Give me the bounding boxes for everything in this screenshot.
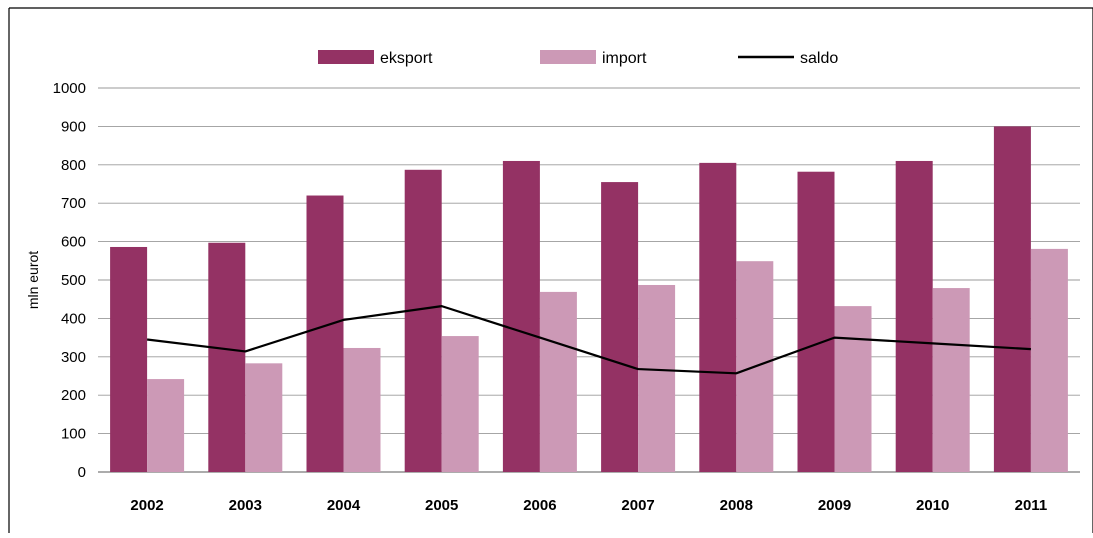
y-tick-label: 0 [78,464,86,481]
bar-import [539,291,577,472]
y-tick-label: 500 [61,272,86,289]
legend-swatch-eksport [318,50,374,64]
bars [110,126,1068,473]
x-axis-ticks: 2002 2003 2004 2005 2006 2007 2008 2009 2010 2011 [130,497,1047,514]
bar-eksport [699,162,737,472]
legend-label-eksport: eksport [380,50,433,67]
y-tick-label: 100 [61,426,86,443]
legend-swatch-import [540,50,596,64]
y-tick-label: 1000 [53,80,86,97]
bar-eksport [601,182,639,472]
line-saldo [146,305,1031,375]
y-tick-label: 700 [61,195,86,212]
x-tick-label: 2005 [425,497,458,514]
x-tick-label: 2008 [720,497,753,514]
y-tick-label: 800 [61,157,86,174]
bar-import [834,306,872,472]
y-axis-ticks: 0 100 200 300 400 500 600 700 800 900 1000 [53,80,86,481]
y-axis-label: mln eurot [25,251,41,309]
bar-eksport [797,171,835,472]
bar-import [343,347,381,472]
saldo-line-group [146,305,1031,375]
bar-eksport [502,160,540,472]
y-tick-label: 300 [61,349,86,366]
x-tick-label: 2003 [229,497,262,514]
y-tick-label: 600 [61,234,86,251]
bar-import [245,363,283,472]
bar-eksport [404,169,442,473]
legend-label-saldo: saldo [800,50,838,67]
bar-import [1030,248,1068,472]
x-tick-label: 2004 [327,497,361,514]
bar-eksport [306,195,344,472]
bar-eksport [208,242,246,472]
bar-import [147,379,185,472]
y-tick-label: 200 [61,387,86,404]
y-tick-label: 400 [61,310,86,327]
x-tick-label: 2007 [621,497,654,514]
bar-eksport [110,246,148,472]
x-tick-label: 2011 [1015,497,1048,514]
bar-eksport [993,126,1031,473]
bar-import [441,336,479,472]
x-tick-label: 2010 [916,497,949,514]
legend-label-import: import [602,50,647,67]
bar-import [638,284,676,472]
x-tick-label: 2006 [523,497,556,514]
bar-eksport [895,160,933,472]
x-tick-label: 2002 [130,497,163,514]
bar-import [932,288,970,472]
legend: eksport import saldo [318,50,838,67]
x-tick-label: 2009 [818,497,851,514]
y-tick-label: 900 [61,118,86,135]
